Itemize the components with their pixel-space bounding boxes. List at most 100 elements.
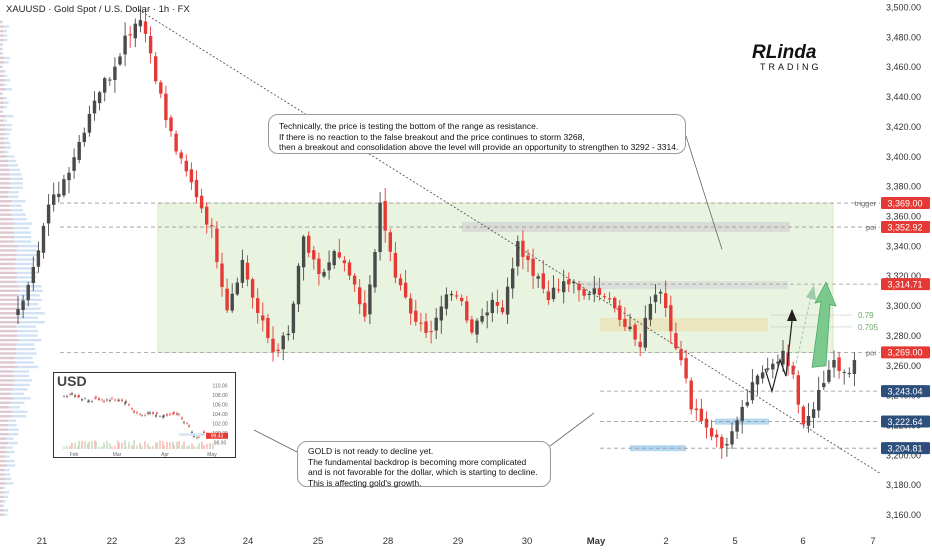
volume-profile-bar	[0, 325, 36, 328]
y-tick-label: 3,420.00	[886, 122, 921, 132]
volume-profile-bar-sell	[0, 119, 4, 122]
inset-last-label: 99.43	[211, 434, 224, 440]
volume-profile-bar	[0, 168, 21, 172]
inset-candle	[78, 395, 80, 397]
poi-zone-upper	[462, 221, 790, 232]
inset-volume-bar	[209, 443, 211, 449]
inset-candle	[103, 400, 105, 402]
inset-candle	[117, 399, 119, 401]
candle-body	[674, 333, 678, 349]
inset-candle	[191, 431, 193, 434]
price-tag-label: 3,352.92	[887, 222, 922, 232]
price-tag	[881, 415, 930, 428]
price-tag	[881, 278, 930, 291]
volume-profile-bar-sell	[0, 258, 17, 261]
candle-body	[613, 297, 617, 309]
volume-profile-bar-sell	[0, 186, 11, 190]
inset-candle	[125, 400, 127, 403]
volume-profile-bar	[0, 105, 7, 109]
volume-profile-bar-sell	[0, 338, 19, 342]
candle-body	[235, 282, 239, 295]
candle-body	[750, 382, 755, 401]
inset-candle	[188, 425, 190, 427]
volume-profile-bar	[0, 455, 10, 458]
note-pointer	[549, 412, 595, 447]
volume-profile-bar-sell	[0, 441, 9, 445]
volume-profile-bar-sell	[0, 146, 5, 149]
inset-candle	[69, 394, 71, 395]
candle-body	[444, 294, 449, 309]
volume-profile-bar	[0, 88, 12, 91]
inset-zone	[179, 433, 205, 437]
volume-profile-bar	[0, 432, 19, 436]
volume-profile-bar-sell	[0, 222, 15, 225]
volume-profile-bar-sell	[0, 374, 14, 378]
price-tag	[881, 197, 930, 210]
volume-profile-bar-sell	[0, 401, 12, 404]
inset-volume-bar	[69, 445, 71, 449]
candle-body	[245, 262, 250, 280]
volume-profile-bar-sell	[0, 450, 7, 454]
inset-candle	[77, 396, 79, 397]
candle-body	[760, 372, 765, 379]
volume-profile-bar	[0, 343, 35, 346]
x-tick-label: 22	[107, 536, 118, 547]
y-tick-label: 3,200.00	[886, 450, 921, 460]
candle-body	[21, 300, 25, 311]
candle-body	[113, 66, 117, 80]
candle-body	[199, 195, 204, 209]
volume-profile-bar-sell	[0, 280, 17, 284]
candle-body	[587, 293, 591, 295]
inset-candle	[169, 413, 171, 415]
inset-candle	[106, 399, 108, 401]
candle-body	[363, 303, 367, 317]
volume-profile-bar-sell	[0, 486, 3, 490]
inset-candle	[124, 402, 126, 405]
inset-candle	[176, 412, 178, 415]
inset-candle	[121, 399, 123, 402]
x-tick-label: 7	[870, 536, 875, 547]
inset-volume-bar	[106, 440, 108, 449]
candle-body	[633, 324, 637, 340]
inset-candle	[166, 414, 168, 416]
x-tick-label: 25	[313, 536, 324, 547]
inset-candle	[183, 421, 185, 424]
volume-profile-bar	[0, 43, 3, 46]
volume-profile-bar-sell	[0, 303, 18, 306]
volume-profile-bar	[0, 128, 13, 131]
candle-body	[562, 281, 566, 293]
inset-volume-bar	[193, 445, 195, 449]
candle-body	[709, 428, 714, 437]
inset-y-tick: 102.00	[212, 422, 228, 428]
candle-body	[766, 368, 770, 370]
inset-candle	[198, 436, 200, 438]
volume-profile-bar	[0, 191, 19, 194]
volume-profile-bar	[0, 271, 39, 275]
candle-body	[347, 262, 352, 276]
candle-body	[337, 252, 341, 258]
volume-profile-bar	[0, 92, 4, 95]
volume-profile-bar	[0, 110, 4, 113]
volume-profile-bar	[0, 513, 8, 516]
candle-body	[92, 100, 97, 114]
volume-profile-bar-sell	[0, 495, 4, 499]
price-tag	[881, 346, 930, 359]
candle-body	[26, 284, 30, 301]
volume-profile-bar-sell	[0, 132, 5, 136]
candle-body	[822, 383, 826, 388]
inset-candle	[74, 394, 76, 397]
inset-candle	[139, 414, 141, 415]
inset-volume-bar	[131, 445, 133, 449]
candle-body	[215, 228, 219, 262]
candle-body	[322, 271, 326, 277]
volume-profile-bar	[0, 338, 42, 342]
volume-profile-bar-sell	[0, 464, 7, 467]
volume-profile-bar-sell	[0, 419, 8, 422]
candle-body	[495, 301, 500, 306]
volume-profile-bar	[0, 74, 8, 78]
volume-profile-bar-sell	[0, 200, 12, 203]
volume-profile-bar	[0, 312, 45, 315]
volume-profile-bar	[0, 303, 39, 306]
